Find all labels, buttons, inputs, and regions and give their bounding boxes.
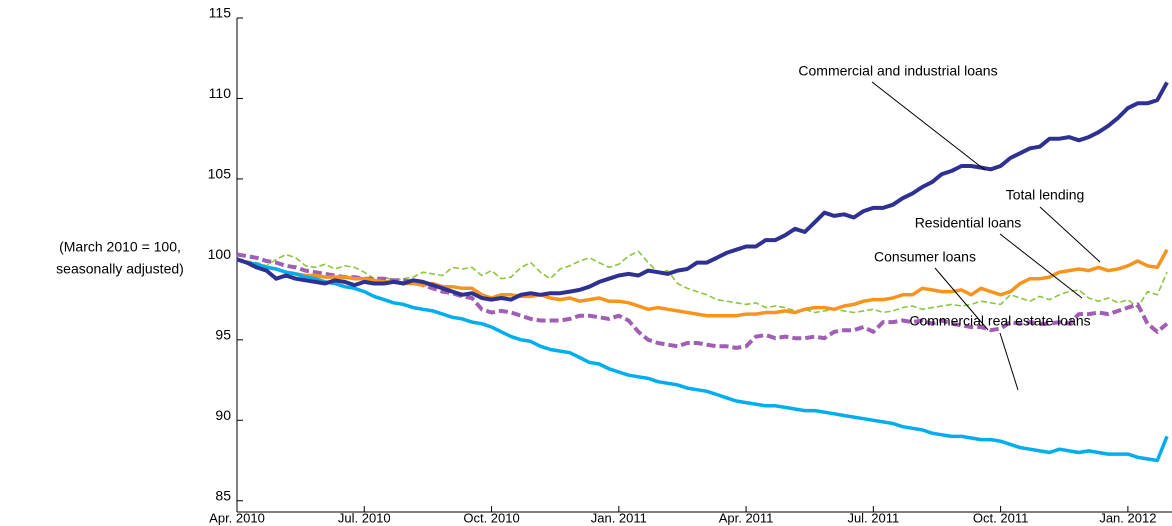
y-tick-label: 95 — [215, 327, 231, 343]
series-line — [236, 252, 1169, 350]
x-tick-label: Jan. 2011 — [591, 510, 647, 525]
y-tick-label: 115 — [209, 5, 232, 21]
annotation: Total lending — [1006, 187, 1085, 203]
x-tick-label: Apr. 2010 — [209, 510, 265, 525]
y-tick-label: 110 — [209, 85, 232, 101]
annotation-line — [999, 332, 1019, 391]
series-line — [236, 81, 1169, 302]
annotation: Commercial and industrial loans — [798, 63, 997, 79]
x-tick-label: Jan. 2012 — [1099, 510, 1156, 525]
annotation-line — [999, 233, 1083, 299]
annotation: Commercial real estate loans — [909, 313, 1090, 329]
x-tick-label: Jul. 2011 — [847, 510, 899, 525]
annotation-line — [1039, 206, 1101, 263]
annotation-line — [934, 267, 989, 331]
y-tick-label: 85 — [215, 487, 231, 503]
annotation: Consumer loans — [874, 249, 976, 265]
y-axis-label: (March 2010 = 100, — [59, 239, 181, 255]
y-tick-label: 100 — [208, 246, 232, 262]
x-tick-label: Apr. 2011 — [719, 510, 774, 525]
y-tick-label: 105 — [208, 166, 232, 182]
annotation-line — [871, 81, 986, 171]
series-line — [236, 257, 1169, 463]
x-tick-label: Oct. 2010 — [463, 510, 519, 525]
y-axis-label: seasonally adjusted) — [56, 261, 184, 277]
series-line — [236, 250, 1168, 314]
x-tick-label: Oct. 2011 — [973, 510, 1028, 525]
annotation: Residential loans — [915, 215, 1022, 231]
y-tick-label: 90 — [215, 407, 231, 423]
x-tick-label: Jul. 2010 — [338, 510, 391, 525]
